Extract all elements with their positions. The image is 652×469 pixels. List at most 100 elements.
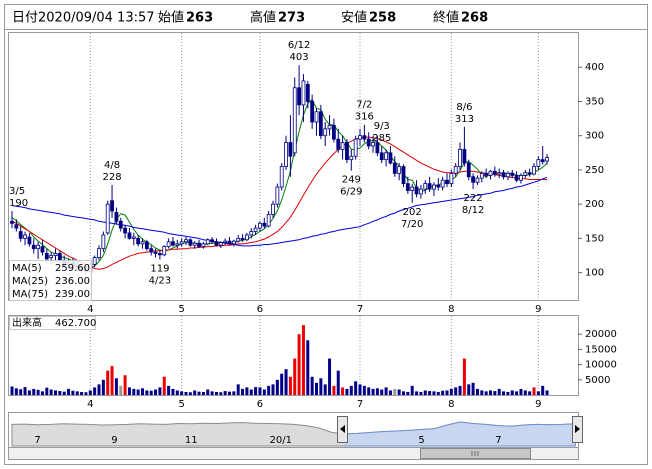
candle-body (127, 232, 132, 239)
volume-bar (254, 387, 258, 395)
volume-bar (158, 387, 162, 395)
candle-body (314, 111, 319, 123)
left-handle-arrow (340, 425, 345, 433)
volume-bar (71, 390, 75, 395)
candle-body (510, 172, 515, 176)
annotation-value: 313 (455, 114, 474, 125)
candle-body (397, 166, 402, 174)
volume-bar (436, 391, 440, 395)
candle-body (327, 125, 332, 130)
candle-body (436, 184, 441, 188)
candle-body (545, 157, 549, 162)
candle-body (144, 241, 149, 250)
volume-bar (323, 384, 327, 395)
volume-bar (267, 385, 271, 395)
x-tick-label: 9 (535, 399, 541, 410)
candle-body (445, 179, 449, 185)
close-label: 終値 (433, 10, 459, 26)
candle-body (227, 240, 232, 245)
candle-body (101, 234, 106, 250)
x-tick-label: 4 (87, 304, 93, 315)
candle-body (514, 174, 519, 181)
candle-body (519, 174, 523, 181)
open-value: 263 (186, 11, 213, 26)
candle-body (501, 172, 506, 178)
candle-body (153, 251, 158, 254)
volume-bar (458, 385, 462, 395)
volume-bar (206, 389, 210, 395)
volume-bar (301, 325, 305, 395)
candle-body (336, 138, 341, 150)
candle-body (366, 138, 371, 147)
x-tick-label: 8 (448, 399, 454, 410)
volume-bar (510, 390, 514, 395)
volume-bar (93, 387, 97, 395)
volume-bar (236, 384, 240, 395)
volume-bar (201, 391, 205, 395)
volume-bar (293, 358, 297, 395)
volume-bar (84, 392, 88, 395)
volume-bar (384, 387, 388, 395)
right-handle-arrow (575, 425, 580, 433)
volume-bar (101, 379, 105, 395)
volume-bar (175, 390, 179, 395)
candle-body (392, 162, 397, 174)
volume-bar (332, 385, 336, 395)
candle-body (279, 166, 284, 188)
volume-bar (214, 391, 218, 395)
volume-bar (341, 387, 345, 395)
volume-bar (497, 388, 501, 395)
x-tick-label: 5 (178, 304, 184, 315)
volume-bar (188, 392, 192, 395)
volume-bar (67, 388, 71, 395)
y-tick-label: 250 (585, 165, 604, 176)
candle-body (471, 176, 476, 183)
candle-body (375, 142, 380, 154)
candle-body (10, 220, 14, 224)
volume-bar (388, 390, 392, 395)
navigator-selected-area (343, 421, 576, 447)
legend-name: MA(5) (12, 263, 42, 274)
y-tick-label: 10000 (585, 360, 617, 371)
annotation-value: 222 (464, 193, 483, 204)
legend-value: 239.00 (55, 289, 90, 300)
navigator-label: 20/1 (270, 435, 292, 446)
volume-bar (423, 390, 427, 395)
volume-bar (523, 390, 527, 395)
volume-bar (297, 334, 301, 395)
volume-bar (180, 391, 184, 395)
volume-bar (362, 385, 366, 395)
candle-body (288, 142, 293, 157)
volume-bar (223, 391, 227, 395)
candle-body (197, 242, 201, 248)
candle-body (401, 166, 406, 185)
volume-bar (393, 388, 397, 395)
navigator-label: 9 (111, 435, 117, 446)
volume-bar (315, 382, 318, 395)
volume-bar (328, 358, 332, 395)
volume-bar (245, 387, 249, 395)
volume-title: 出来高 (12, 316, 42, 329)
volume-bar (75, 391, 79, 395)
volume-bar (415, 391, 419, 395)
candle-body (201, 243, 206, 248)
candle-body (266, 214, 271, 227)
volume-bar (288, 376, 292, 395)
candle-body (40, 246, 45, 253)
annotation-date: 6/29 (340, 187, 362, 198)
datetime: 2020/09/04 13:57 (38, 11, 155, 26)
scroll-grip (471, 451, 479, 456)
candle-body (323, 128, 328, 137)
volume-bar (23, 387, 27, 395)
candle-body (418, 188, 423, 195)
volume-bar (114, 378, 118, 395)
volume-bar (419, 391, 423, 395)
y-tick-label: 200 (585, 199, 604, 210)
legend-value: 236.00 (55, 276, 90, 287)
candle-body (462, 148, 467, 164)
volume-bar (432, 391, 436, 395)
volume-bar (127, 387, 131, 395)
candle-body (484, 172, 489, 176)
price-panel (8, 32, 579, 301)
volume-bar (145, 390, 149, 395)
